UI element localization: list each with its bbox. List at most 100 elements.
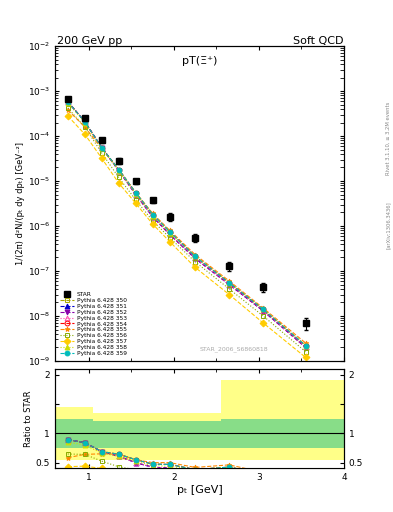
Pythia 6.428 350	[65, 99, 70, 105]
Pythia 6.428 355	[151, 210, 155, 217]
Pythia 6.428 350	[151, 211, 155, 218]
Text: STAR_2006_S6860818: STAR_2006_S6860818	[200, 346, 268, 352]
Line: Pythia 6.428 350: Pythia 6.428 350	[65, 99, 308, 348]
Pythia 6.428 354	[99, 145, 104, 151]
Pythia 6.428 355	[261, 305, 266, 311]
Pythia 6.428 352	[227, 282, 231, 288]
Pythia 6.428 352	[193, 255, 198, 262]
Line: Pythia 6.428 357: Pythia 6.428 357	[65, 114, 308, 360]
Pythia 6.428 355	[133, 189, 138, 196]
Pythia 6.428 351	[133, 191, 138, 198]
Text: pT(Ξ⁺): pT(Ξ⁺)	[182, 55, 217, 66]
Pythia 6.428 355	[227, 278, 231, 284]
Pythia 6.428 353	[65, 99, 70, 105]
Pythia 6.428 351	[116, 167, 121, 174]
Pythia 6.428 355	[116, 166, 121, 173]
Pythia 6.428 358	[193, 253, 198, 260]
Pythia 6.428 357	[151, 221, 155, 227]
Pythia 6.428 352	[133, 191, 138, 198]
Pythia 6.428 352	[151, 214, 155, 220]
Pythia 6.428 357	[133, 200, 138, 206]
Pythia 6.428 356	[167, 234, 172, 241]
Line: Pythia 6.428 354: Pythia 6.428 354	[65, 99, 308, 348]
Pythia 6.428 350	[83, 118, 87, 124]
Pythia 6.428 358	[227, 280, 231, 286]
Y-axis label: Ratio to STAR: Ratio to STAR	[24, 390, 33, 447]
Pythia 6.428 354	[116, 166, 121, 173]
Pythia 6.428 353	[167, 231, 172, 238]
Pythia 6.428 356	[116, 175, 121, 181]
Pythia 6.428 354	[303, 343, 308, 349]
Pythia 6.428 359	[193, 253, 198, 260]
Line: Pythia 6.428 353: Pythia 6.428 353	[65, 99, 308, 350]
Pythia 6.428 355	[167, 227, 172, 233]
Pythia 6.428 357	[303, 354, 308, 360]
Text: [arXiv:1306.3436]: [arXiv:1306.3436]	[386, 201, 391, 249]
Pythia 6.428 353	[303, 345, 308, 351]
Pythia 6.428 359	[116, 166, 121, 173]
Pythia 6.428 359	[303, 343, 308, 349]
Text: Soft QCD: Soft QCD	[294, 36, 344, 46]
Pythia 6.428 356	[261, 313, 266, 319]
Pythia 6.428 359	[65, 99, 70, 105]
Pythia 6.428 351	[65, 99, 70, 105]
Pythia 6.428 357	[261, 320, 266, 326]
Text: 200 GeV pp: 200 GeV pp	[57, 36, 122, 46]
Pythia 6.428 354	[167, 228, 172, 234]
Pythia 6.428 355	[303, 340, 308, 346]
Pythia 6.428 354	[227, 280, 231, 286]
Pythia 6.428 355	[83, 124, 87, 130]
Line: Pythia 6.428 355: Pythia 6.428 355	[65, 108, 308, 346]
Pythia 6.428 358	[303, 343, 308, 349]
Pythia 6.428 359	[133, 189, 138, 196]
Pythia 6.428 352	[303, 345, 308, 351]
Pythia 6.428 350	[167, 228, 172, 234]
Pythia 6.428 352	[167, 231, 172, 238]
Pythia 6.428 354	[193, 253, 198, 260]
Pythia 6.428 355	[99, 146, 104, 152]
Pythia 6.428 351	[83, 118, 87, 124]
Pythia 6.428 352	[261, 308, 266, 314]
Pythia 6.428 359	[261, 306, 266, 312]
Pythia 6.428 354	[133, 189, 138, 196]
Pythia 6.428 358	[261, 306, 266, 312]
Pythia 6.428 354	[65, 99, 70, 105]
Pythia 6.428 357	[167, 239, 172, 245]
Pythia 6.428 351	[193, 255, 198, 262]
Line: Pythia 6.428 352: Pythia 6.428 352	[65, 99, 308, 350]
Pythia 6.428 359	[83, 118, 87, 124]
Pythia 6.428 358	[133, 191, 138, 197]
Pythia 6.428 358	[151, 212, 155, 219]
Pythia 6.428 357	[116, 180, 121, 186]
Pythia 6.428 357	[65, 113, 70, 119]
Pythia 6.428 353	[116, 167, 121, 174]
Pythia 6.428 358	[65, 100, 70, 106]
Line: Pythia 6.428 358: Pythia 6.428 358	[65, 100, 308, 348]
Pythia 6.428 358	[116, 167, 121, 174]
Pythia 6.428 353	[227, 282, 231, 288]
Pythia 6.428 353	[99, 145, 104, 151]
Pythia 6.428 353	[151, 214, 155, 220]
Pythia 6.428 356	[303, 349, 308, 355]
Pythia 6.428 356	[133, 197, 138, 203]
Pythia 6.428 356	[83, 124, 87, 130]
Line: Pythia 6.428 356: Pythia 6.428 356	[65, 105, 308, 354]
Pythia 6.428 357	[99, 155, 104, 161]
Pythia 6.428 359	[151, 211, 155, 218]
Pythia 6.428 359	[167, 228, 172, 234]
Pythia 6.428 358	[167, 230, 172, 236]
Pythia 6.428 351	[227, 282, 231, 288]
Line: Pythia 6.428 351: Pythia 6.428 351	[65, 99, 308, 350]
Pythia 6.428 358	[99, 145, 104, 152]
Pythia 6.428 350	[99, 145, 104, 151]
Pythia 6.428 353	[83, 118, 87, 124]
Pythia 6.428 358	[83, 119, 87, 125]
Pythia 6.428 356	[151, 218, 155, 224]
Pythia 6.428 357	[227, 291, 231, 297]
Pythia 6.428 353	[261, 308, 266, 314]
Pythia 6.428 357	[193, 264, 198, 270]
X-axis label: pₜ [GeV]: pₜ [GeV]	[176, 485, 222, 495]
Pythia 6.428 352	[116, 167, 121, 174]
Pythia 6.428 354	[151, 211, 155, 218]
Line: Pythia 6.428 359: Pythia 6.428 359	[65, 99, 308, 348]
